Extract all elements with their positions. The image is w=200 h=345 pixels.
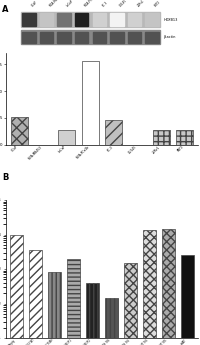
Bar: [40, 32, 53, 43]
Bar: [128, 32, 141, 43]
Text: B: B: [2, 172, 8, 181]
Bar: [110, 13, 124, 26]
Bar: [153, 130, 170, 145]
Bar: [48, 273, 61, 345]
Bar: [75, 32, 88, 43]
Bar: [143, 229, 156, 345]
Text: A: A: [2, 5, 8, 14]
Text: MDA-PCa2b: MDA-PCa2b: [84, 0, 98, 8]
Bar: [58, 130, 75, 145]
Bar: [93, 13, 106, 26]
Bar: [11, 117, 28, 145]
Bar: [21, 12, 160, 27]
Bar: [128, 13, 141, 26]
Bar: [67, 259, 80, 345]
Bar: [86, 283, 99, 345]
Text: PC-3: PC-3: [101, 1, 108, 8]
Bar: [57, 13, 71, 26]
Text: VCaP: VCaP: [31, 0, 39, 8]
Bar: [145, 13, 159, 26]
Text: β-actin: β-actin: [163, 36, 176, 39]
Bar: [22, 13, 36, 26]
Bar: [57, 32, 71, 43]
Text: DU145: DU145: [119, 0, 128, 8]
Bar: [105, 120, 122, 145]
Bar: [40, 13, 53, 26]
Bar: [10, 235, 23, 345]
Bar: [176, 130, 193, 145]
Bar: [110, 32, 124, 43]
Bar: [124, 263, 137, 345]
Text: PNT2: PNT2: [154, 0, 162, 8]
Text: MDA-MB453: MDA-MB453: [49, 0, 63, 8]
Bar: [21, 30, 160, 44]
Bar: [105, 297, 118, 345]
Bar: [22, 32, 36, 43]
Text: LnCaP: LnCaP: [66, 0, 75, 8]
Text: HOXB13: HOXB13: [163, 18, 178, 22]
Bar: [93, 32, 106, 43]
Bar: [29, 250, 42, 345]
Bar: [75, 13, 88, 26]
Bar: [181, 255, 194, 345]
Bar: [145, 32, 159, 43]
Bar: [82, 61, 99, 145]
Bar: [162, 228, 175, 345]
Text: 22Rv1: 22Rv1: [136, 0, 145, 8]
